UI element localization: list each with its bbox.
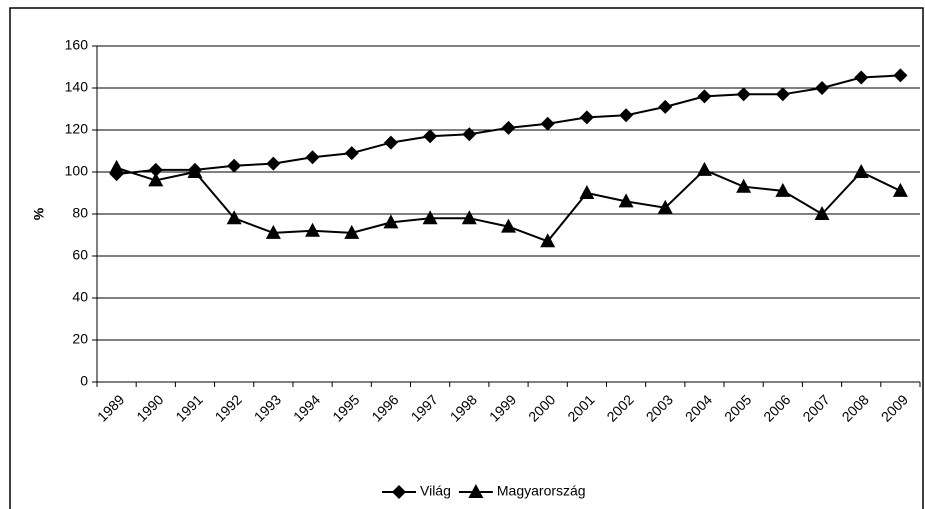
marker-triangle [265, 224, 281, 239]
y-tick-label: 0 [80, 373, 88, 389]
marker-diamond [540, 116, 555, 131]
marker-diamond [815, 81, 830, 95]
marker-triangle [736, 178, 752, 193]
y-tick-label: 40 [72, 289, 88, 305]
x-tick-label: 1990 [133, 391, 166, 424]
marker-diamond [423, 129, 438, 144]
marker-triangle [696, 161, 712, 176]
marker-triangle [814, 206, 830, 220]
marker-triangle [344, 224, 360, 239]
marker-diamond [344, 146, 359, 161]
legend-label: Magyarország [497, 483, 586, 499]
marker-triangle [148, 172, 164, 187]
marker-triangle [109, 159, 125, 174]
marker-diamond [462, 127, 477, 142]
x-tick-label: 1997 [408, 391, 441, 424]
chart-frame [9, 7, 924, 509]
x-tick-label: 2002 [603, 391, 636, 424]
x-tick-label: 1994 [290, 391, 323, 424]
marker-diamond [227, 158, 242, 173]
marker-triangle [540, 233, 556, 248]
x-tick-label: 2006 [760, 391, 793, 424]
legend-label: Világ [420, 483, 451, 499]
marker-diamond [579, 110, 594, 125]
marker-diamond [501, 120, 516, 135]
marker-triangle [579, 185, 595, 199]
x-tick-label: 1992 [212, 391, 245, 424]
marker-diamond [697, 89, 712, 104]
y-axis-label: % [31, 207, 47, 220]
x-tick-label: 2004 [682, 391, 715, 424]
y-tick-label: 20 [72, 331, 88, 347]
marker-triangle [187, 164, 203, 178]
marker-triangle [305, 222, 321, 237]
x-tick-label: 1998 [447, 391, 480, 424]
marker-diamond [383, 135, 398, 150]
marker-triangle [226, 210, 242, 225]
marker-triangle [892, 182, 908, 197]
x-tick-label: 1993 [251, 391, 284, 424]
x-tick-label: 2008 [839, 391, 872, 424]
marker-triangle [657, 199, 673, 214]
x-tick-label: 2003 [643, 391, 676, 424]
y-tick-label: 100 [65, 163, 89, 179]
marker-diamond [658, 99, 673, 114]
marker-triangle [501, 218, 516, 233]
x-tick-label: 2007 [799, 391, 832, 424]
x-tick-label: 1991 [172, 391, 205, 424]
marker-triangle [422, 210, 438, 225]
y-tick-label: 60 [72, 247, 88, 263]
marker-diamond [266, 156, 281, 171]
x-tick-label: 2009 [878, 391, 911, 424]
x-tick-label: 1999 [486, 391, 519, 424]
marker-diamond [893, 68, 908, 83]
y-tick-label: 120 [65, 121, 89, 137]
x-tick-label: 2000 [525, 391, 558, 424]
y-tick-label: 80 [72, 205, 88, 221]
marker-triangle [468, 484, 484, 498]
y-tick-label: 160 [65, 37, 89, 53]
marker-diamond [619, 108, 634, 123]
marker-triangle [618, 193, 634, 208]
x-tick-label: 2001 [564, 391, 597, 424]
marker-triangle [775, 182, 791, 197]
x-tick-label: 1996 [368, 391, 401, 424]
x-tick-label: 1995 [329, 391, 362, 424]
marker-diamond [775, 87, 790, 102]
marker-triangle [853, 164, 869, 178]
marker-diamond [392, 485, 406, 499]
x-tick-label: 2005 [721, 391, 754, 424]
marker-diamond [305, 150, 320, 165]
y-tick-label: 140 [65, 79, 89, 95]
marker-diamond [854, 70, 869, 85]
marker-diamond [736, 87, 751, 102]
marker-triangle [461, 210, 477, 225]
marker-triangle [383, 214, 399, 229]
x-tick-label: 1989 [94, 391, 127, 424]
marker-diamond [148, 162, 163, 177]
